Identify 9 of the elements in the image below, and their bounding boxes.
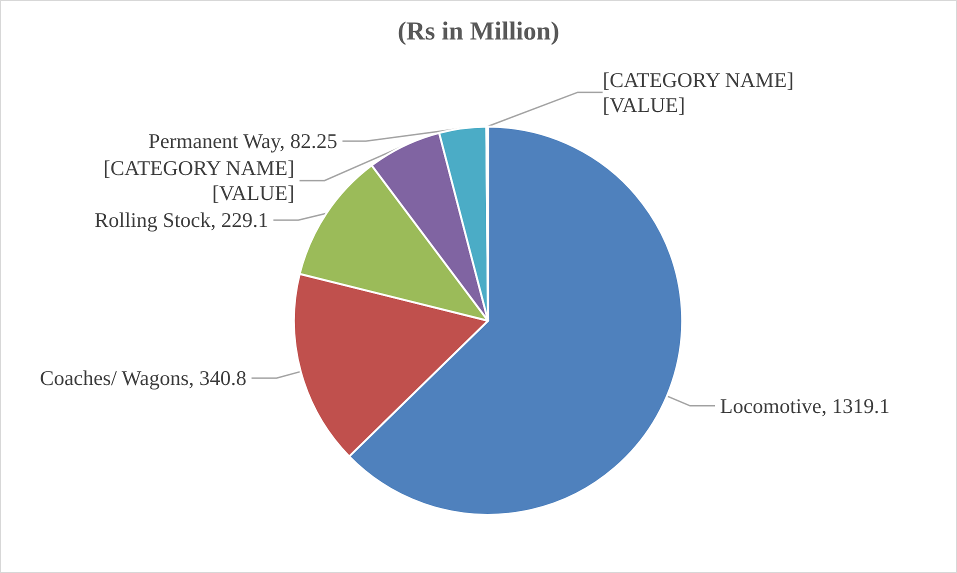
data-label: [VALUE]: [602, 92, 686, 117]
slice-label: [CATEGORY NAME]: [103, 156, 295, 180]
slice-label: Coaches/ Wagons, 340.8: [40, 366, 247, 390]
chart-title: (Rs in Million): [398, 16, 560, 46]
data-label: [VALUE]: [212, 181, 295, 206]
slice-label: Rolling Stock, 229.1: [94, 208, 268, 232]
slice-label: [CATEGORY NAME]: [602, 68, 794, 92]
slice-label: Permanent Way, 82.25: [148, 129, 338, 154]
slice-label: Locomotive, 1319.1: [720, 394, 890, 418]
